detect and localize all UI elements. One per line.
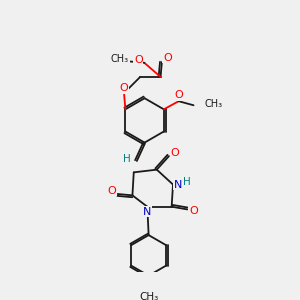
Text: O: O <box>189 206 198 216</box>
Text: O: O <box>107 186 116 196</box>
Text: O: O <box>174 90 183 100</box>
Text: O: O <box>163 53 172 63</box>
Text: CH₃: CH₃ <box>111 54 129 64</box>
Text: CH₃: CH₃ <box>205 99 223 109</box>
Text: N: N <box>174 179 182 190</box>
Text: O: O <box>134 55 143 65</box>
Text: O: O <box>170 148 179 158</box>
Text: O: O <box>120 83 128 93</box>
Text: H: H <box>183 177 191 188</box>
Text: H: H <box>123 154 130 164</box>
Text: CH₃: CH₃ <box>139 292 158 300</box>
Text: N: N <box>143 207 152 217</box>
